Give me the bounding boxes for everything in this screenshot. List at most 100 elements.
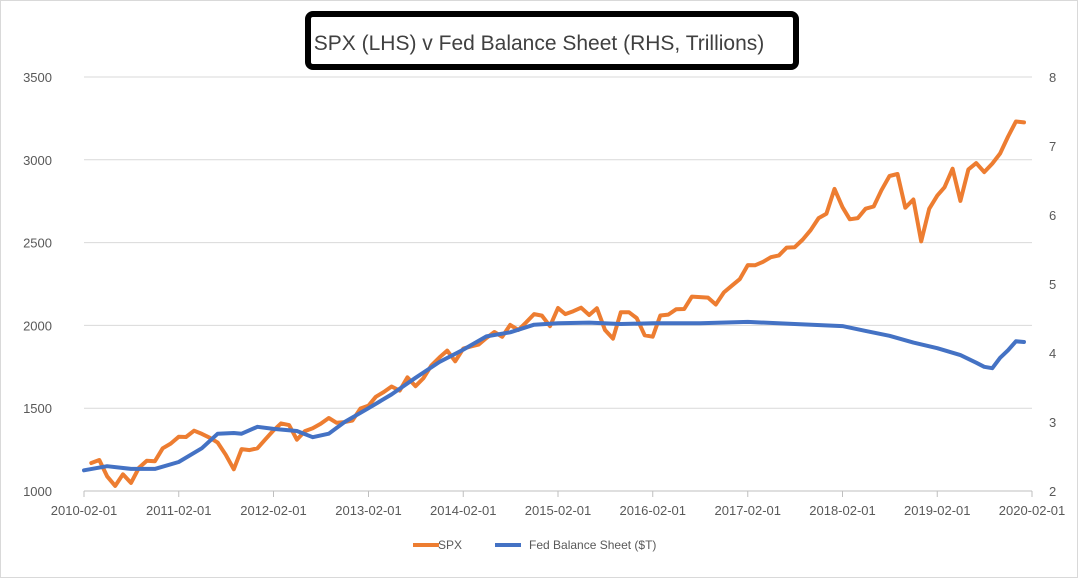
spx-point [375,396,377,398]
spx-point [604,329,606,331]
spx-point [802,238,804,241]
x-tick-label: 2014-02-01 [430,503,497,518]
spx-point [383,391,385,393]
spx-point [888,175,891,177]
fed-balance-sheet-point [841,325,844,327]
spx-points [90,120,1025,487]
fed-balance-sheet-point [557,322,559,325]
left-tick-label: 3500 [23,70,52,85]
fed-balance-sheet-point [699,322,701,325]
spx-point [770,256,772,258]
fed-balance-sheet-point [991,367,994,370]
spx-point [525,321,527,324]
spx-point [983,171,985,173]
spx-point [612,337,614,340]
spx-point [1015,120,1017,123]
fed-balance-sheet-point [864,330,867,332]
spx-point [233,468,235,471]
legend: SPX Fed Balance Sheet ($T) [413,538,656,552]
spx-point [146,459,148,462]
spx-point [588,314,590,316]
spx-point [723,291,725,294]
x-tick-label: 2011-02-01 [146,503,212,518]
spx-point [216,441,219,444]
fed-balance-sheet-point [793,323,796,325]
fed-balance-sheet-point [975,361,977,364]
spx-point [699,296,701,298]
fed-balance-sheet-point [390,393,393,396]
spx-point [501,336,504,338]
spx-point [422,377,425,379]
spx-point [240,448,243,450]
fed-balance-sheet-point [154,468,156,470]
chart-title-box: SPX (LHS) v Fed Balance Sheet (RHS, Tril… [305,11,799,70]
spx-point [288,424,290,426]
left-tick-label: 3000 [23,153,52,168]
spx-point [959,200,962,202]
spx-point [224,453,227,456]
spx-point [169,442,172,445]
right-tick-label: 6 [1049,208,1056,223]
legend-label-spx: SPX [438,538,462,552]
fed-balance-sheet-point [1007,349,1009,352]
spx-point [549,325,551,328]
spx-point [328,417,330,419]
spx-point [904,206,907,209]
spx-point [864,207,867,210]
spx-point [943,186,946,189]
fed-balance-sheet-point [233,432,235,434]
spx-point [620,311,622,314]
spx-point [335,422,338,424]
fed-balance-sheet-point [747,321,749,323]
left-tick-label: 2000 [23,318,52,333]
x-axis: 2010-02-01 2011-02-01 2012-02-01 2013-02-01… [51,490,1065,518]
spx-point [122,473,124,476]
spx-point [161,447,164,450]
fed-balance-sheet-point [328,432,330,435]
spx-point [872,205,875,208]
fed-balance-sheet-point [177,461,180,463]
fed-balance-sheet-point [272,428,275,430]
x-tick-label: 2017-02-01 [715,503,782,518]
spx-point [319,423,322,425]
spx-point [778,254,780,257]
spx-point [201,433,203,435]
spx-point [130,482,132,484]
right-tick-label: 4 [1049,346,1056,361]
fed-balance-sheet-point [438,361,441,363]
fed-balance-sheet-point [959,354,962,356]
series-lines [82,119,1026,488]
fed-balance-sheet-point [509,331,512,334]
fed-balance-sheet-point [651,322,654,325]
fed-balance-sheet-point [462,348,465,351]
spx-point [912,198,915,201]
fed-balance-sheet-point [130,468,132,470]
spx-point [635,317,638,319]
fed-balance-sheet-point [999,357,1001,359]
left-tick-label: 2500 [23,236,52,251]
spx-point [936,194,939,197]
fed-balance-sheet-point [343,421,346,423]
fed-balance-sheet-point [240,432,243,435]
title-box-border [305,11,799,70]
spx-point [446,349,449,352]
fed-balance-sheet-point [414,377,417,379]
x-tick-label: 2019-02-01 [904,503,971,518]
spx-point [920,240,922,243]
spx-point [667,313,670,316]
spx-point [351,419,354,422]
fed-balance-sheet-line [82,319,1026,473]
right-tick-label: 8 [1049,70,1056,85]
spx-point [707,296,709,299]
spx-point [975,162,977,164]
fed-balance-sheet-point [1023,341,1025,343]
spx-point [999,152,1001,155]
spx-point [628,311,630,314]
spx-point [596,307,598,310]
x-tick-label: 2016-02-01 [619,503,686,518]
spx-point [296,438,298,441]
left-tick-label: 1500 [23,401,52,416]
fed-balance-sheet-point [311,436,314,439]
spx-point [817,217,820,219]
spx-point [785,246,788,249]
